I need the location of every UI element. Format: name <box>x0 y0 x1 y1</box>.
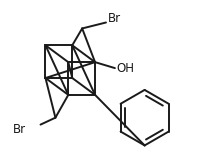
Text: Br: Br <box>108 12 121 25</box>
Text: Br: Br <box>13 123 26 136</box>
Text: OH: OH <box>117 62 135 75</box>
